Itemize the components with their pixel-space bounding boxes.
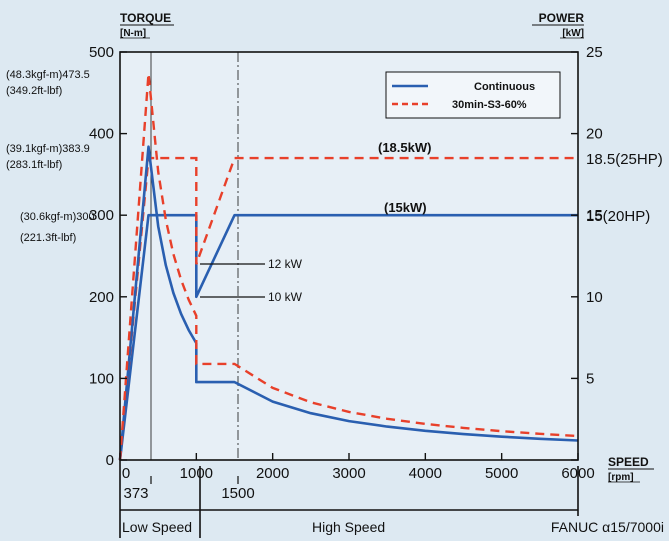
right-tick-label: 25 [586, 44, 603, 61]
high-speed-label: High Speed [312, 519, 385, 535]
x-axis-title: SPEED [608, 455, 649, 469]
left-axis-title: TORQUE [120, 11, 171, 25]
power-s3-right-label: 18.5(25HP) [586, 151, 663, 168]
switch-speed-label: 1500 [221, 485, 254, 502]
left-tick-label: 400 [89, 126, 114, 143]
kw10-label: 10 kW [268, 290, 303, 304]
power-continuous-label: (15kW) [384, 200, 427, 215]
power-continuous-right-label: 15(20HP) [586, 208, 650, 225]
torque-annotation-300-line1: (30.6kgf-m)300 [20, 211, 95, 223]
legend-box [385, 71, 561, 119]
x-axis-ticks: 0 1000 2000 3000 4000 5000 6000 [119, 453, 595, 482]
right-axis-title: POWER [539, 11, 585, 25]
legend-s3-label: 30min-S3-60% [452, 99, 527, 111]
left-tick-label: 300 [89, 207, 114, 224]
base-speed-label: 373 [123, 485, 148, 502]
right-tick-label: 20 [586, 126, 603, 143]
legend-continuous-label: Continuous [474, 81, 535, 93]
x-tick-label: 1000 [180, 465, 213, 482]
torque-annotation-383-line1: (39.1kgf-m)383.9 [6, 143, 90, 155]
right-axis-ticks: 5 10 15 20 25 [571, 44, 603, 461]
x-tick-label: 2000 [256, 465, 289, 482]
series-s3-torque-line [118, 73, 579, 461]
x-axis-unit: [rpm] [608, 472, 634, 483]
x-tick-label: 5000 [485, 465, 518, 482]
model-label: FANUC α15/7000i [551, 519, 664, 535]
left-tick-label: 500 [89, 44, 114, 61]
torque-annotation-300-line2: (221.3ft-lbf) [20, 232, 76, 244]
right-tick-label: 15 [586, 207, 603, 224]
low-speed-label: Low Speed [122, 519, 192, 535]
left-axis-ticks: 0 100 200 300 400 500 [89, 44, 127, 469]
legend: Continuous 30min-S3-60% [385, 71, 561, 119]
right-tick-label: 10 [586, 289, 603, 306]
torque-annotation-473-line2: (349.2ft-lbf) [6, 85, 62, 97]
right-axis-unit: [kW] [562, 28, 584, 39]
kw12-label: 12 kW [268, 257, 303, 271]
torque-annotation-473-line1: (48.3kgf-m)473.5 [6, 69, 90, 81]
x-tick-label: 0 [122, 465, 130, 482]
left-axis-unit: [N-m] [120, 28, 146, 39]
left-tick-label: 100 [89, 370, 114, 387]
x-tick-label: 3000 [332, 465, 365, 482]
series-continuous-power-line [118, 213, 578, 461]
left-tick-label: 200 [89, 289, 114, 306]
x-tick-label: 4000 [409, 465, 442, 482]
power-s3-label: (18.5kW) [378, 140, 431, 155]
left-tick-label: 0 [106, 452, 114, 469]
series-continuous-torque-line [118, 145, 579, 461]
right-tick-label: 5 [586, 370, 594, 387]
torque-annotation-383-line2: (283.1ft-lbf) [6, 159, 62, 171]
